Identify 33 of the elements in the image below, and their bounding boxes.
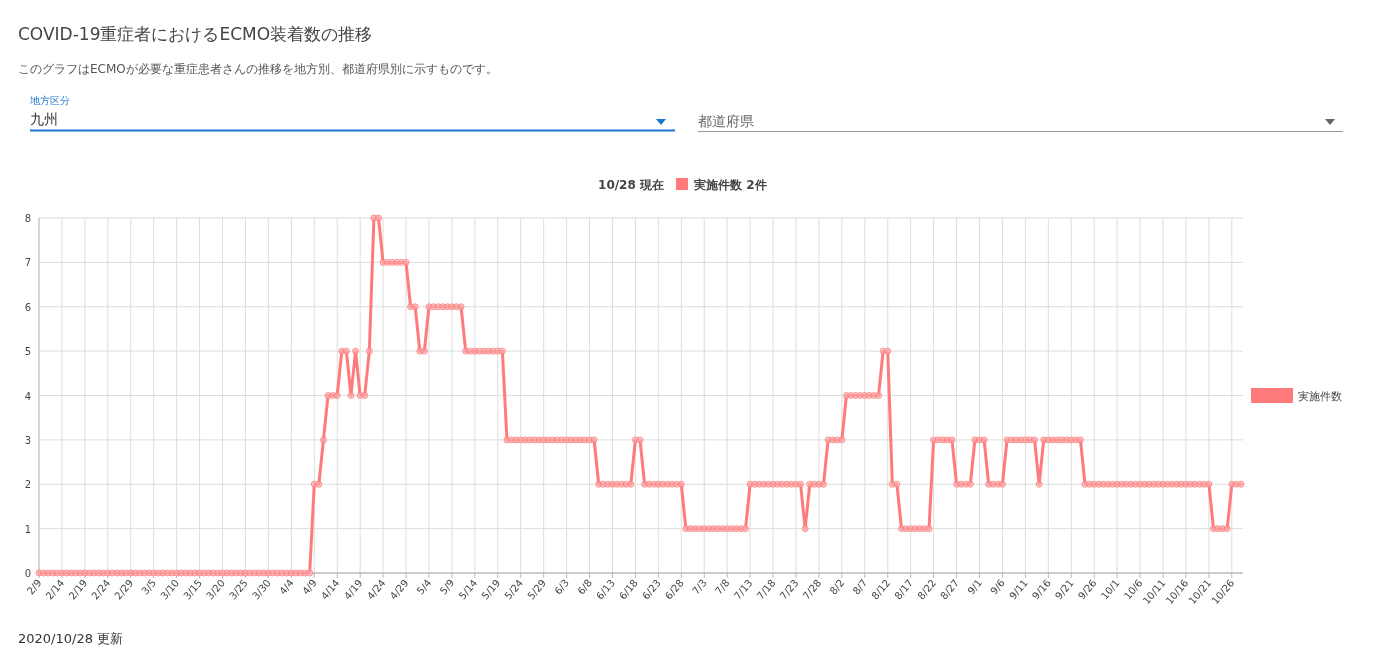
- x-tick-label: 7/3: [689, 577, 709, 597]
- y-tick-label: 3: [24, 434, 31, 446]
- x-tick-label: 8/7: [850, 577, 870, 597]
- x-tick-label: 4/4: [277, 577, 296, 597]
- annotation: 九州: [29, 111, 676, 132]
- y-tick-label: 5: [24, 346, 31, 358]
- x-tick-label: 9/1: [965, 577, 985, 597]
- annotation: 実施件数 2件: [676, 178, 767, 192]
- x-tick-label: 8/2: [827, 577, 847, 597]
- x-tick-label: 5/4: [414, 577, 434, 597]
- annotation: 地方区分: [30, 95, 70, 106]
- x-tick-label: 4/9: [300, 577, 319, 597]
- x-tick-label: 5/9: [437, 577, 457, 597]
- y-tick-label: 2: [24, 479, 31, 491]
- x-tick-label: 6/3: [552, 577, 572, 597]
- legend-label: 実施件数: [1298, 390, 1342, 403]
- subtitle: このグラフはECMOが必要な重症患者さんの推移を地方別、都道府県別に示すものです。: [18, 62, 498, 76]
- annotation: 10/28 現在: [598, 178, 664, 192]
- x-tick-label: 7/8: [712, 577, 732, 597]
- y-tick-label: 7: [24, 257, 31, 269]
- y-tick-label: 4: [24, 390, 31, 402]
- annotation: 都道府県: [697, 113, 1344, 132]
- annotation: 2020/10/28 更新: [18, 631, 124, 646]
- x-tick-label: 9/6: [988, 577, 1007, 597]
- x-tick-label: 6/8: [575, 577, 595, 597]
- legend: 実施件数: [1251, 388, 1342, 403]
- y-tick-label: 8: [24, 213, 31, 224]
- y-tick-label: 6: [24, 301, 31, 313]
- x-tick-label: 3/5: [139, 577, 159, 597]
- title: COVID-19重症者におけるECMO装着数の推移: [18, 24, 373, 44]
- x-tick-label: 2/9: [24, 577, 44, 597]
- y-tick-label: 0: [24, 568, 31, 579]
- y-tick-label: 1: [24, 523, 31, 535]
